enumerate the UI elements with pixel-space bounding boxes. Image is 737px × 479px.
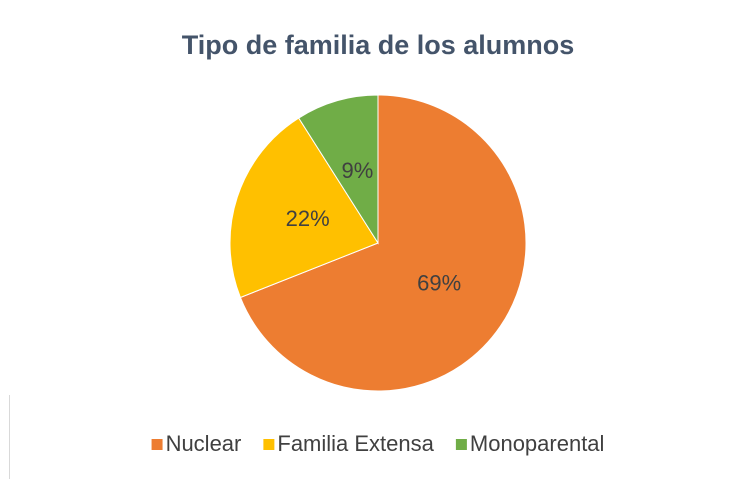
pie-slice — [239, 94, 527, 392]
chart-title: Tipo de familia de los alumnos — [182, 30, 575, 60]
legend-swatch — [455, 439, 467, 450]
data-label: 9% — [341, 158, 373, 183]
legend-swatch — [151, 439, 163, 450]
pie-slice — [298, 94, 379, 245]
legend-label: Nuclear — [166, 431, 242, 456]
data-label: 22% — [286, 206, 330, 231]
legend-swatch — [263, 439, 275, 450]
pie-slice — [229, 117, 379, 299]
data-label: 69% — [417, 270, 461, 295]
legend-label: Familia Extensa — [277, 431, 434, 456]
legend-label: Monoparental — [470, 431, 605, 456]
